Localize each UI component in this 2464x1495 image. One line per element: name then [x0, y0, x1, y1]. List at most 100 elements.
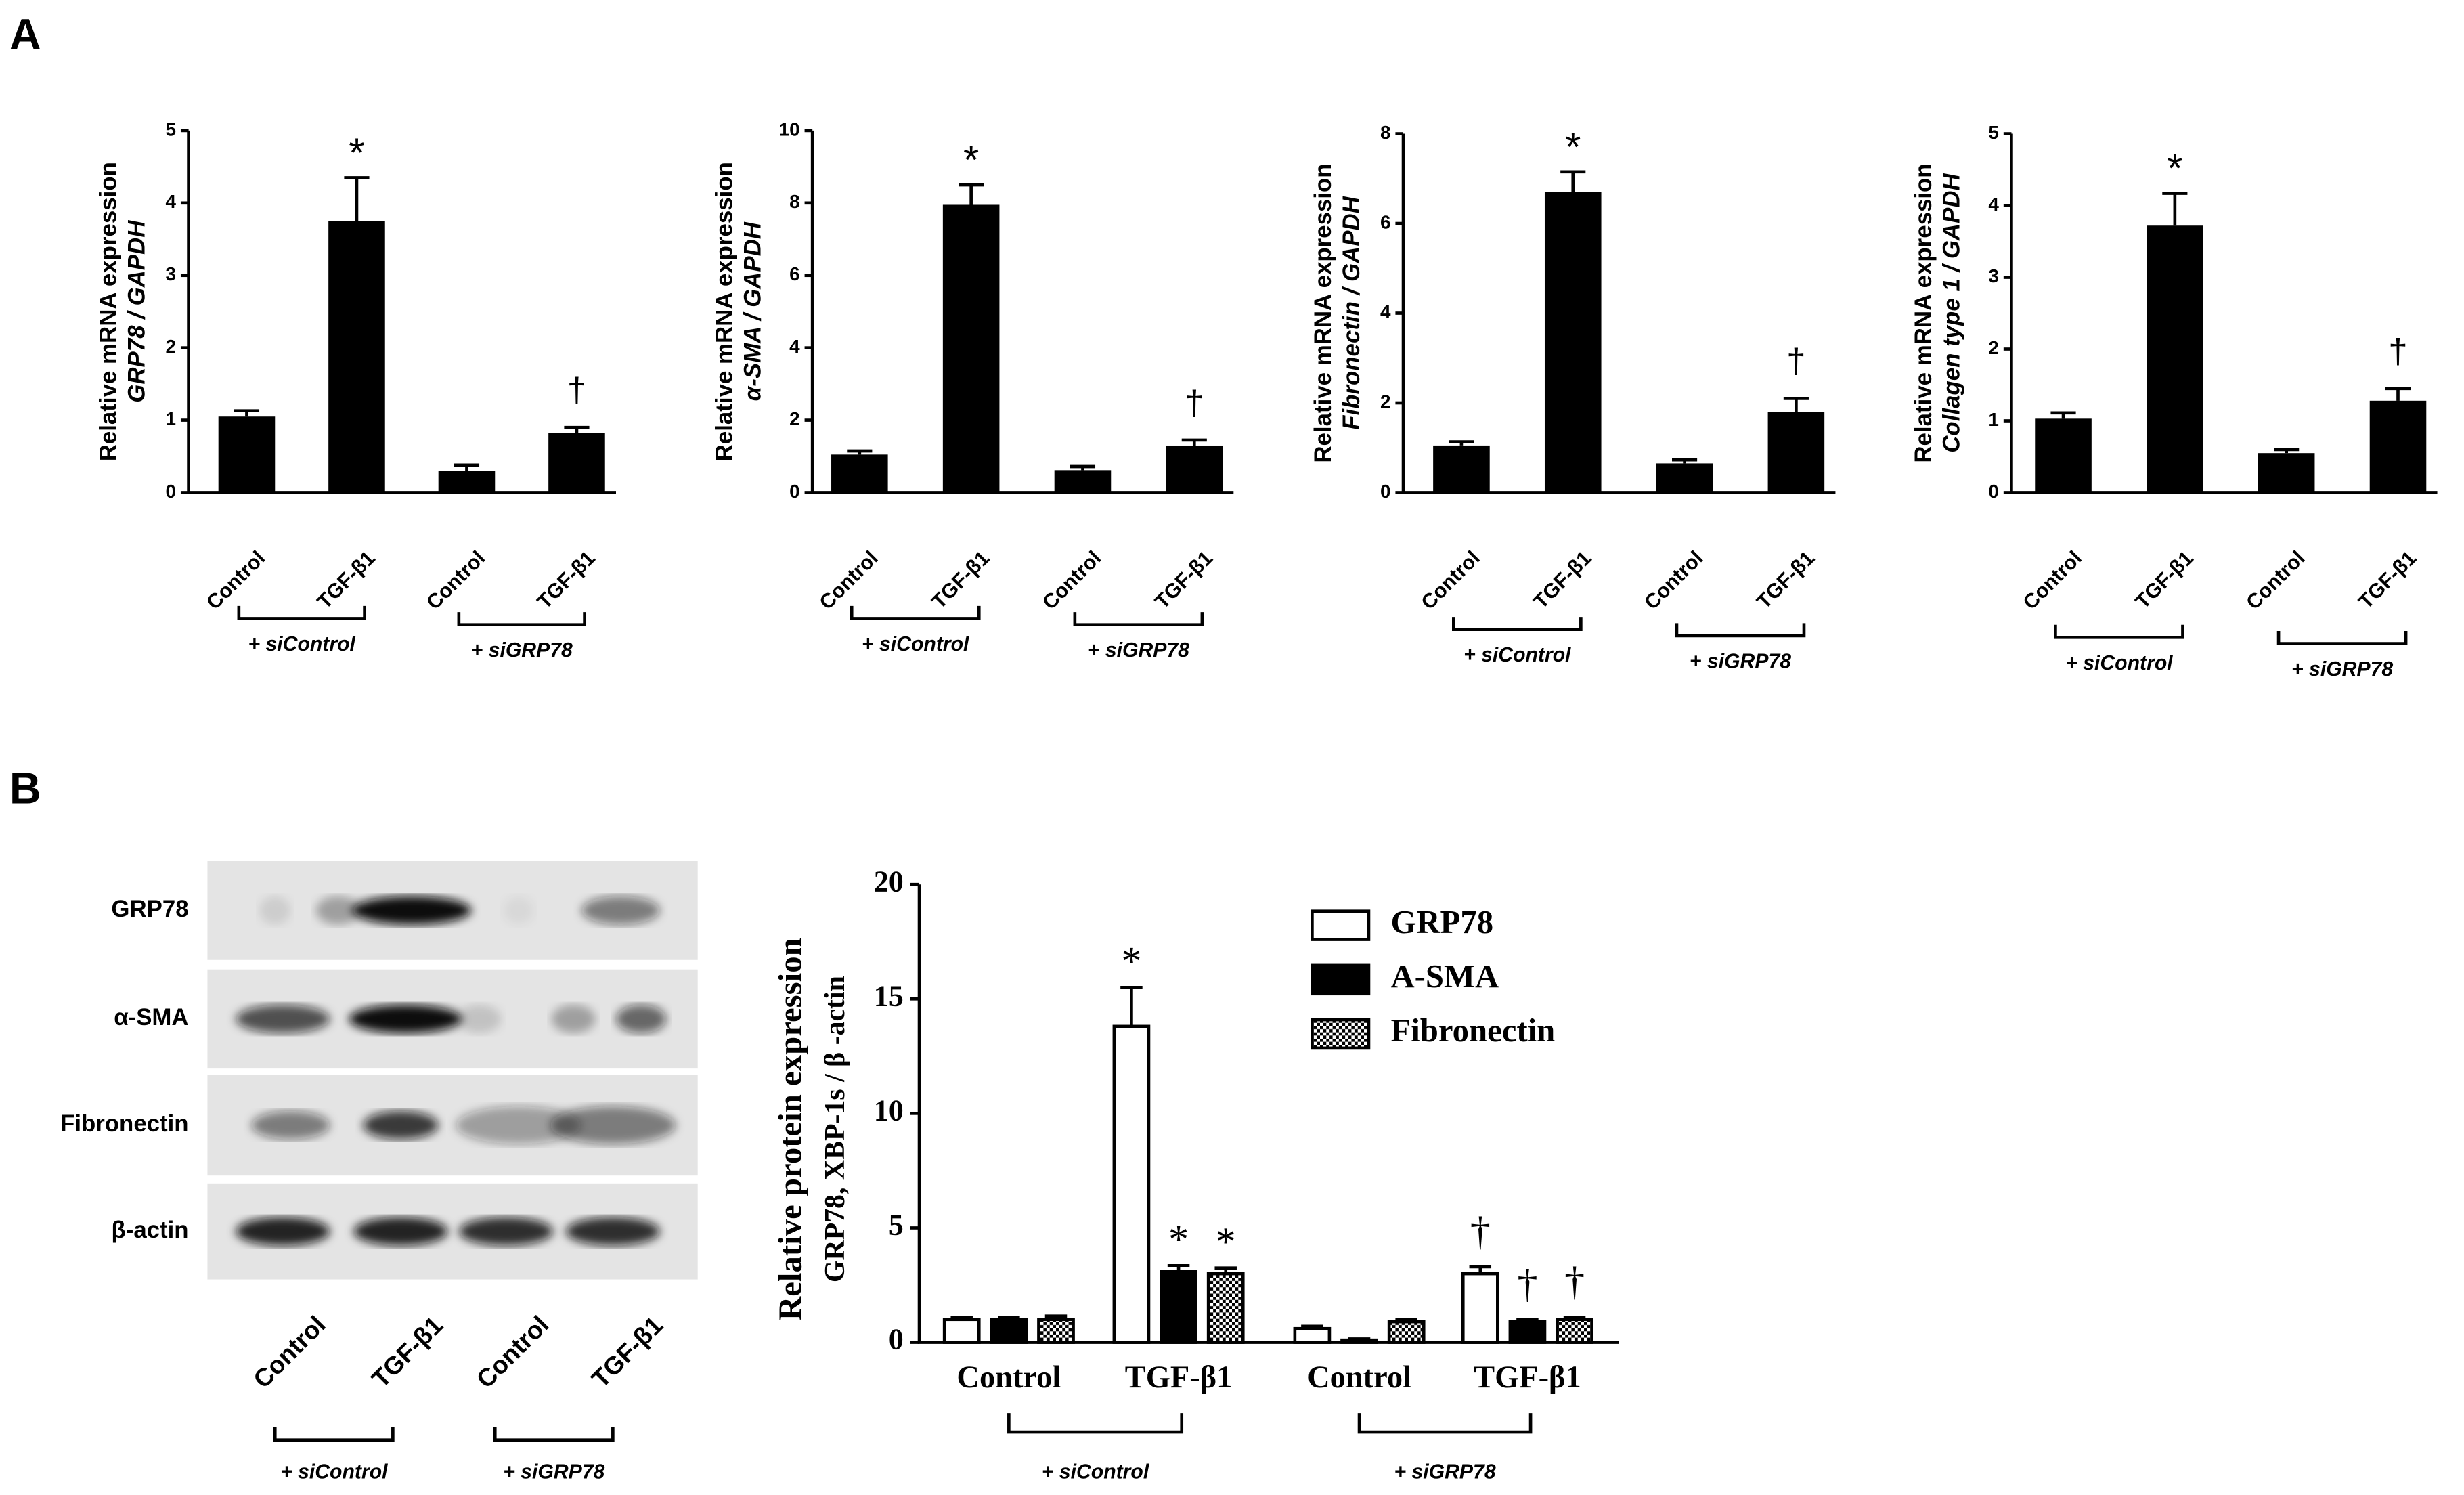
significance-marker: † [567, 371, 586, 410]
significance-marker: † [2388, 332, 2407, 370]
y-axis-label: Relative mRNA expression [1310, 163, 1336, 462]
chart: 0 5 10 15 20 Relative protein expression GRP78… [772, 865, 1619, 1483]
x-tick-label: Control [2242, 547, 2309, 614]
bar [1112, 1024, 1151, 1344]
bar [438, 471, 496, 493]
y-axis-label: Relative protein expression [772, 938, 809, 1320]
y-tick-label: 8 [1380, 122, 1390, 143]
bar [1387, 1320, 1426, 1344]
group-bracket [2054, 624, 2184, 639]
blot-row-label: β-actin [111, 1217, 188, 1243]
group-label: + siControl [1464, 644, 1571, 666]
error-bar [454, 463, 480, 471]
x-tick-label: Control [422, 547, 489, 614]
y-tick-label: 5 [166, 118, 176, 139]
y-tick-label: 0 [1380, 481, 1390, 502]
bar [2147, 225, 2203, 493]
significance-marker: † [1564, 1259, 1585, 1305]
bar [1508, 1320, 1547, 1344]
blot-band [458, 1217, 554, 1246]
legend-swatch [1311, 1018, 1371, 1050]
x-tick-label: TGF-β1 [1530, 547, 1596, 613]
group-bracket [1007, 1413, 1184, 1434]
bar [1160, 1270, 1197, 1344]
blot-lane-label: TGF-β1 [586, 1311, 669, 1393]
group-label: + siGRP78 [471, 639, 573, 662]
y-tick-label: 4 [789, 336, 800, 357]
bar [1433, 445, 1490, 493]
significance-marker: † [1470, 1209, 1491, 1254]
blot-row-label: α-SMA [114, 1004, 188, 1031]
y-tick-label: 0 [789, 481, 799, 502]
y-axis-label: Relative mRNA expression [1910, 163, 1937, 462]
error-bar [1783, 397, 1809, 412]
y-axis-label: α-SMA / GAPDH [740, 221, 766, 401]
group-bracket [493, 1427, 615, 1442]
significance-marker: * [349, 129, 364, 175]
significance-marker: * [1168, 1217, 1189, 1263]
bar [1656, 463, 1713, 493]
panel-label: B [9, 763, 41, 812]
group-bracket [1073, 612, 1204, 627]
chart: 0 1 2 3 4 5 Relative mRNA expression GRP78 / GA… [95, 118, 617, 662]
bar [1767, 412, 1825, 493]
x-tick-label: TGF-β1 [2354, 547, 2421, 613]
group-label: + siControl [248, 633, 356, 655]
error-bar [1070, 464, 1096, 471]
blot-band [551, 1005, 596, 1033]
significance-marker: * [1121, 939, 1141, 984]
bar [1293, 1326, 1332, 1344]
error-bar [1672, 458, 1698, 464]
bar [942, 1318, 981, 1344]
x-tick-label: TGF-β1 [927, 547, 994, 613]
blot-band [349, 1005, 462, 1033]
y-tick-label: 10 [779, 118, 800, 139]
y-tick-label: 2 [789, 408, 799, 429]
bar [1037, 1318, 1075, 1344]
y-tick-label: 2 [1988, 337, 1998, 358]
significance-marker: † [1185, 383, 1204, 422]
bar [2369, 400, 2427, 493]
error-bar [234, 409, 260, 417]
bar [1054, 470, 1112, 493]
bar [990, 1318, 1028, 1344]
bar [328, 221, 385, 493]
group-bracket [273, 1427, 395, 1442]
group-label: + siGRP78 [503, 1460, 604, 1483]
blot-band [565, 1217, 660, 1246]
x-tick-label: Control [1038, 547, 1105, 614]
x-tick-label: TGF-β1 [1125, 1360, 1233, 1395]
y-tick-label: 8 [789, 191, 799, 212]
x-tick-label: Control [2019, 547, 2086, 614]
y-tick-label: 6 [1380, 211, 1390, 232]
group-bracket [1452, 617, 1583, 632]
blot-band [363, 1110, 439, 1140]
bar [1461, 1272, 1499, 1344]
x-tick-label: Control [956, 1360, 1061, 1395]
bar [1166, 445, 1223, 493]
group-bracket [237, 605, 366, 620]
error-bar [1181, 438, 1207, 446]
y-tick-label: 1 [1988, 409, 1998, 430]
blot-lane-label: TGF-β1 [366, 1311, 449, 1393]
group-label: + siGRP78 [1690, 650, 1791, 672]
x-tick-label: Control [1417, 547, 1484, 614]
y-axis-label: Fibronectin / GAPDH [1338, 196, 1365, 429]
x-tick-label: Control [1640, 547, 1707, 614]
y-axis-label: Relative mRNA expression [95, 162, 122, 461]
significance-marker: * [1565, 123, 1581, 169]
error-bar [2385, 387, 2411, 401]
bar [1544, 192, 1602, 493]
group-bracket [1357, 1413, 1533, 1434]
blot-band [315, 896, 360, 925]
y-tick-label: 4 [1988, 194, 1999, 215]
y-axis-label: GRP78 / GAPDH [124, 220, 150, 403]
y-tick-label: 5 [1988, 122, 1998, 143]
legend-label: Fibronectin [1390, 1012, 1555, 1049]
blot-band [236, 1005, 330, 1033]
y-tick-label: 0 [889, 1323, 904, 1356]
error-bar [1449, 440, 1474, 446]
y-tick-label: 3 [1988, 265, 1998, 286]
y-tick-label: 20 [874, 865, 904, 898]
group-bracket [457, 612, 586, 627]
